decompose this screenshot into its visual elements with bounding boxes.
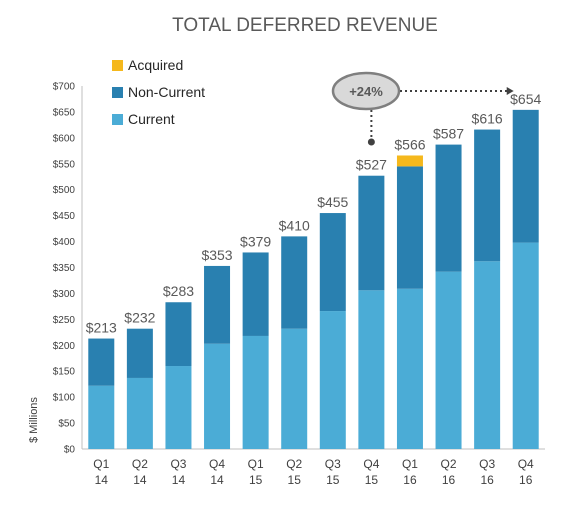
bar-segment-non-current	[281, 236, 308, 329]
total-label: $379	[240, 233, 271, 249]
y-tick-label: $0	[64, 445, 76, 456]
x-tick-quarter: Q3	[479, 457, 495, 471]
legend-label: Non-Current	[128, 84, 205, 100]
total-label: $616	[472, 111, 503, 127]
bar-segment-non-current	[396, 166, 423, 289]
y-axis: $0 $50 $100 $150 $200 $250 $300 $350 $400 $450 $50…	[53, 82, 545, 456]
bar-segment-current	[512, 242, 539, 449]
growth-label: +24%	[349, 84, 383, 99]
x-tick-quarter: Q2	[286, 457, 302, 471]
legend-label: Acquired	[128, 57, 183, 73]
bar-segment-current	[204, 343, 231, 449]
total-label: $232	[124, 310, 155, 326]
y-tick-label: $550	[53, 159, 76, 170]
x-tick-quarter: Q2	[441, 457, 457, 471]
y-tick-label: $500	[53, 185, 76, 196]
total-label: $410	[279, 217, 310, 233]
total-label: $566	[394, 136, 425, 152]
bar-segment-current	[281, 328, 308, 449]
x-tick-year: 16	[480, 473, 494, 487]
bar-segment-acquired	[396, 155, 423, 167]
x-axis: Q1 14 Q2 14 Q3 14 Q4 14 Q1 15 Q2 15 Q3 15 Q4 15 Q1 16 Q2 16…	[93, 457, 534, 487]
total-label: $213	[86, 320, 117, 336]
bar-segment-non-current	[358, 175, 385, 291]
x-tick-quarter: Q1	[93, 457, 109, 471]
bar-segment-non-current	[204, 265, 231, 344]
growth-connector-dot	[367, 138, 375, 146]
total-label: $283	[163, 283, 194, 299]
y-tick-label: $50	[58, 419, 75, 430]
y-tick-label: $350	[53, 263, 76, 274]
legend-swatch	[112, 87, 123, 98]
x-tick-quarter: Q3	[325, 457, 341, 471]
bar-segment-current	[242, 335, 269, 449]
chart-title: TOTAL DEFERRED REVENUE	[172, 15, 438, 36]
bar-segment-current	[319, 311, 346, 449]
bar-segment-current	[396, 288, 423, 449]
y-tick-label: $700	[53, 82, 76, 93]
x-tick-year: 16	[403, 473, 417, 487]
total-label: $353	[201, 247, 232, 263]
y-tick-label: $300	[53, 289, 76, 300]
x-tick-year: 15	[249, 473, 263, 487]
bar-segment-non-current	[165, 302, 192, 367]
total-label: $455	[317, 194, 348, 210]
x-tick-quarter: Q1	[402, 457, 418, 471]
growth-arrowhead	[506, 87, 514, 95]
bar-segment-current	[165, 366, 192, 449]
x-tick-quarter: Q4	[518, 457, 534, 471]
y-tick-label: $450	[53, 211, 76, 222]
y-tick-label: $400	[53, 237, 76, 248]
legend: Acquired Non-Current Current	[112, 57, 205, 127]
total-label: $587	[433, 126, 464, 142]
growth-bubble	[331, 71, 401, 111]
data-labels: $213 $232 $283 $353 $379 $410 $455 $527 $566 $587…	[86, 91, 542, 336]
x-tick-year: 15	[365, 473, 379, 487]
x-tick-year: 15	[326, 473, 340, 487]
bar-segment-non-current	[88, 338, 115, 386]
bars	[88, 109, 539, 449]
bar-segment-current	[88, 385, 115, 449]
y-tick-label: $600	[53, 133, 76, 144]
bar-segment-non-current	[474, 129, 501, 262]
total-label: $654	[510, 91, 541, 107]
bar-segment-current	[435, 271, 462, 449]
bar-segment-non-current	[512, 109, 539, 243]
y-tick-label: $650	[53, 107, 76, 118]
y-tick-label: $200	[53, 341, 76, 352]
x-tick-year: 14	[133, 473, 147, 487]
x-tick-quarter: Q2	[132, 457, 148, 471]
legend-swatch	[112, 60, 123, 71]
bar-segment-non-current	[319, 213, 346, 312]
x-tick-quarter: Q1	[248, 457, 264, 471]
y-tick-label: $250	[53, 315, 76, 326]
x-tick-quarter: Q4	[363, 457, 379, 471]
y-axis-label: $ Millions	[28, 397, 40, 443]
growth-annotation: +24%	[331, 71, 514, 146]
bar-segment-current	[358, 290, 385, 449]
bar-segment-non-current	[435, 144, 462, 272]
x-tick-quarter: Q4	[209, 457, 225, 471]
y-tick-label: $150	[53, 367, 76, 378]
bar-segment-current	[126, 377, 153, 449]
x-tick-year: 14	[172, 473, 186, 487]
total-label: $527	[356, 157, 387, 173]
bar-segment-current	[474, 261, 501, 449]
x-tick-year: 16	[442, 473, 456, 487]
x-tick-year: 15	[288, 473, 302, 487]
legend-label: Current	[128, 111, 175, 127]
bar-segment-non-current	[242, 252, 269, 336]
x-tick-year: 16	[519, 473, 533, 487]
y-tick-label: $100	[53, 393, 76, 404]
x-tick-year: 14	[95, 473, 109, 487]
legend-swatch	[112, 114, 123, 125]
x-tick-year: 14	[210, 473, 224, 487]
x-tick-quarter: Q3	[170, 457, 186, 471]
bar-segment-non-current	[126, 328, 153, 378]
